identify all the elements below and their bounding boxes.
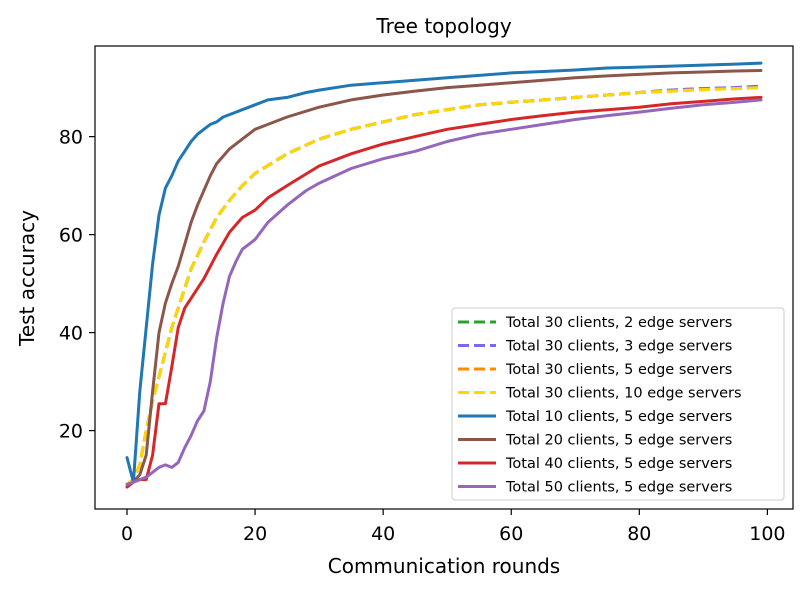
chart-title: Tree topology <box>375 14 512 38</box>
y-tick-label: 60 <box>59 225 83 247</box>
x-tick-label: 60 <box>499 523 523 545</box>
series-line-6 <box>125 69 763 486</box>
legend: Total 30 clients, 2 edge servers Total 30… <box>451 307 785 501</box>
x-tick-label: 40 <box>371 523 395 545</box>
legend-label: Total 20 clients, 5 edge servers <box>505 433 732 449</box>
y-tick-label: 80 <box>59 127 83 149</box>
legend-box <box>451 307 785 501</box>
x-tick-label: 100 <box>749 523 785 545</box>
legend-label: Total 50 clients, 5 edge servers <box>505 480 732 496</box>
x-tick-label: 20 <box>243 523 267 545</box>
x-axis-label: Communication rounds <box>328 554 560 578</box>
x-tick-label: 80 <box>627 523 651 545</box>
legend-label: Total 30 clients, 3 edge servers <box>505 339 732 355</box>
legend-label: Total 30 clients, 5 edge servers <box>505 362 732 378</box>
y-axis-ticks: 20 40 60 80 <box>59 127 95 443</box>
y-tick-label: 20 <box>59 421 83 443</box>
legend-label: Total 30 clients, 2 edge servers <box>505 315 732 331</box>
x-axis-ticks: 0 20 40 60 80 100 <box>121 509 786 545</box>
series-line-8 <box>125 98 763 486</box>
series-lines <box>125 61 763 489</box>
series-line-5 <box>125 61 763 484</box>
y-tick-label: 40 <box>59 323 83 345</box>
series-line-4 <box>126 86 762 486</box>
series-line-7 <box>125 95 763 489</box>
legend-label: Total 30 clients, 10 edge servers <box>505 386 742 402</box>
x-tick-label: 0 <box>121 523 133 545</box>
legend-label: Total 40 clients, 5 edge servers <box>505 456 732 472</box>
plot-frame <box>94 45 794 510</box>
legend-label: Total 10 clients, 5 edge servers <box>505 409 732 425</box>
y-axis-label: Test accuracy <box>15 210 39 347</box>
